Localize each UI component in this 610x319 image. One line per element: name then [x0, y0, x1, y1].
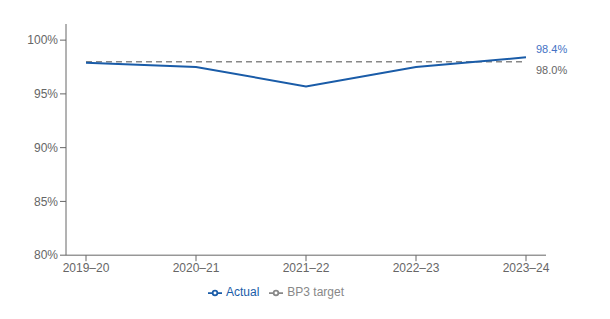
- svg-text:95%: 95%: [34, 87, 58, 101]
- html-text:BP3 target: BP3 target: [287, 285, 344, 300]
- svg-text:98.4%: 98.4%: [536, 43, 567, 55]
- svg-text:2023–24: 2023–24: [503, 261, 550, 275]
- svg-text:2022–23: 2022–23: [393, 261, 440, 275]
- svg-text:85%: 85%: [34, 195, 58, 209]
- svg-text:2019–20: 2019–20: [63, 261, 110, 275]
- svg-text:2021–22: 2021–22: [283, 261, 330, 275]
- svg-text:90%: 90%: [34, 141, 58, 155]
- svg-text:100%: 100%: [27, 33, 58, 47]
- svg-text:80%: 80%: [34, 248, 58, 262]
- svg-text:2020–21: 2020–21: [173, 261, 220, 275]
- html-text:Actual: Actual: [226, 285, 260, 300]
- svg-text:98.0%: 98.0%: [536, 64, 567, 76]
